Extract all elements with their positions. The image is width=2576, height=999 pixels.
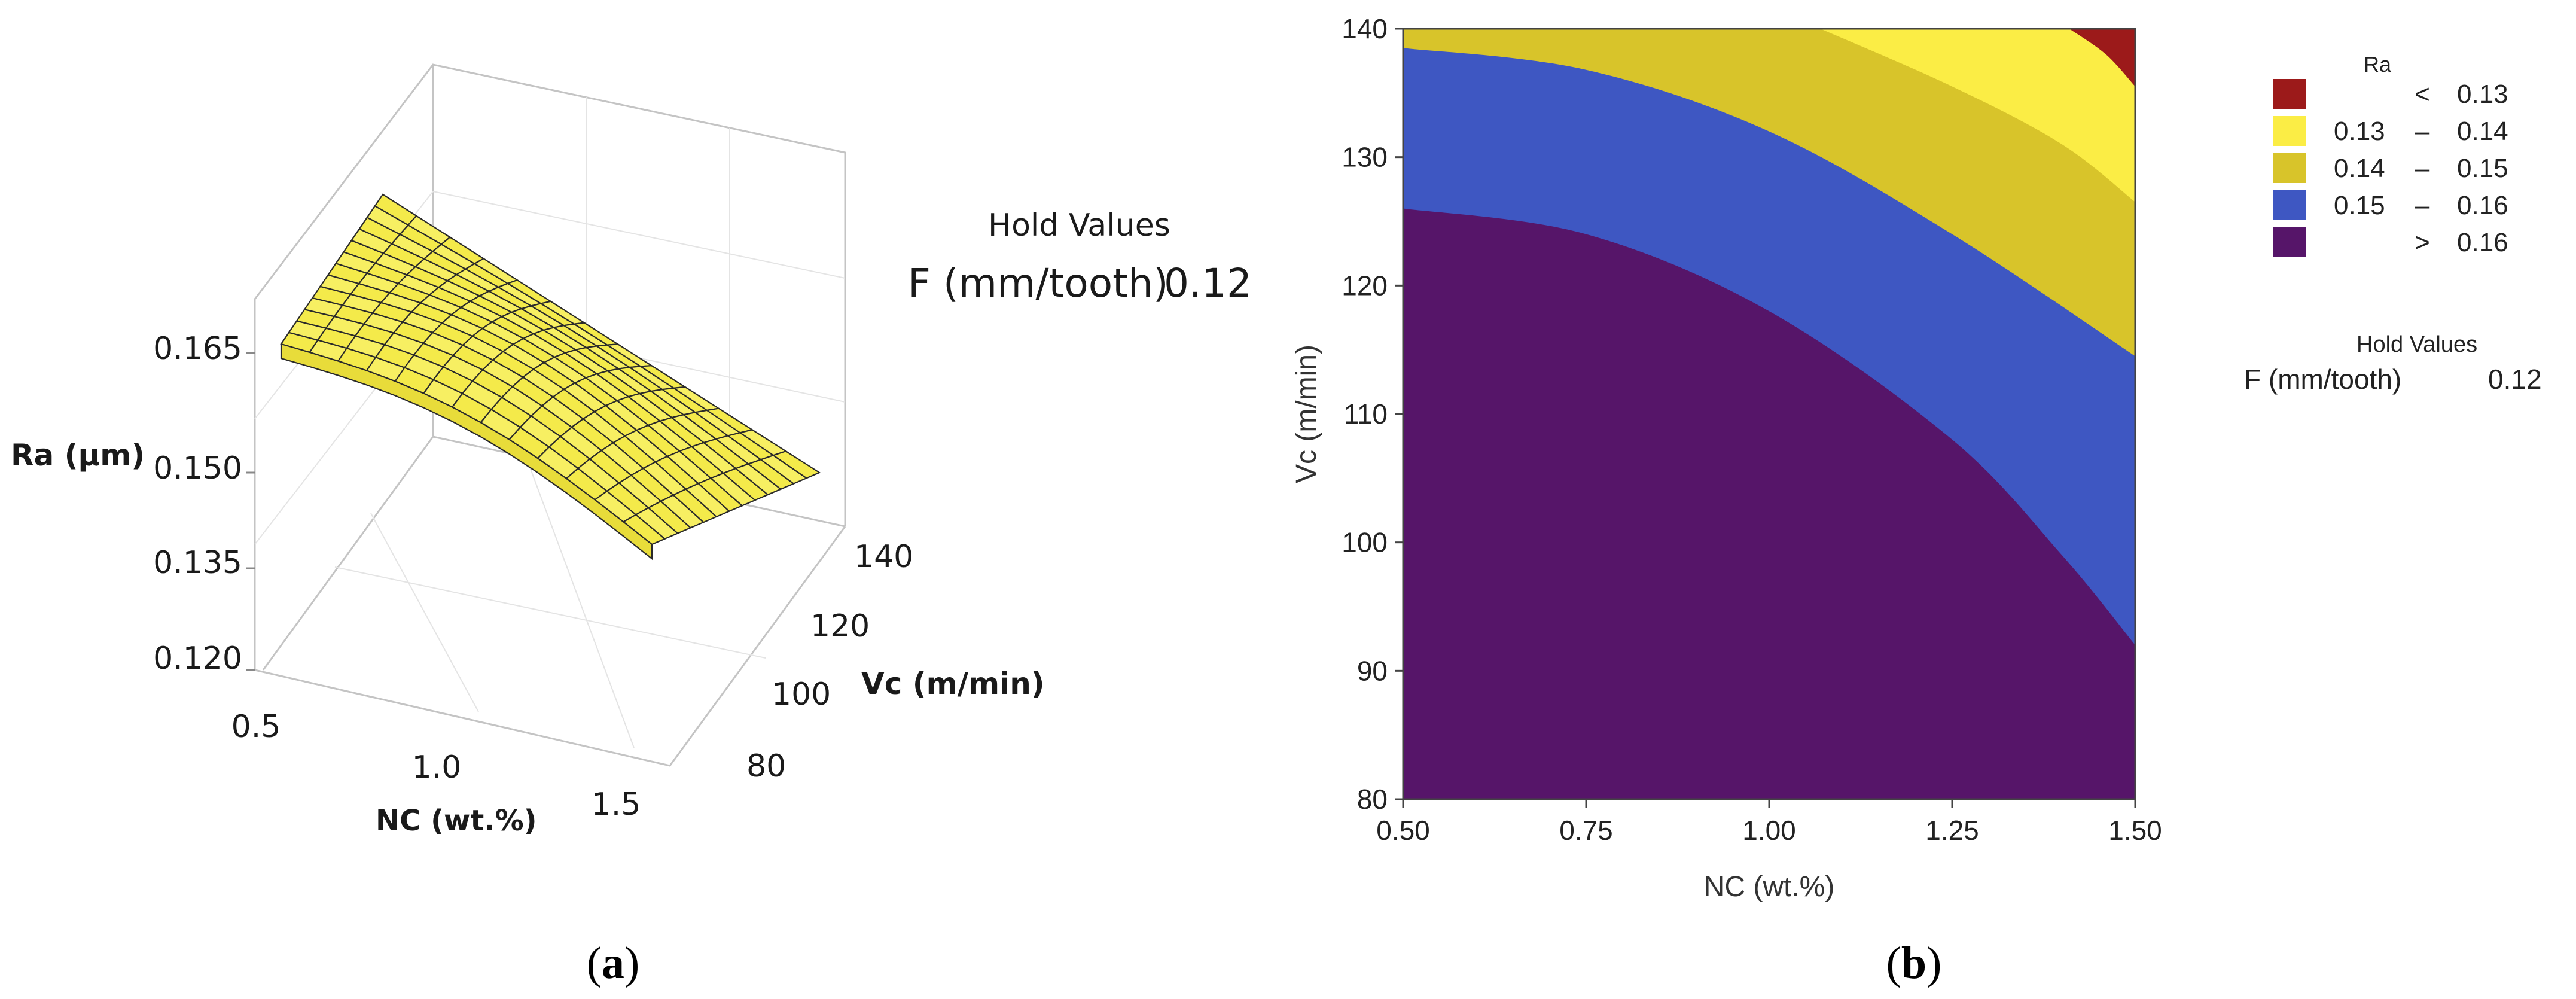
y-tick-label: 100 (1342, 527, 1388, 558)
z-axis-label: Ra (µm) (11, 438, 145, 473)
x-tick-label: 1.0 (412, 750, 462, 785)
y-tick-label: 120 (1342, 270, 1388, 301)
caption-b: (b) (1886, 938, 1942, 988)
x-tick-label: 1.00 (1742, 815, 1796, 846)
contour-plot: 0.50 0.75 1.00 1.25 1.508090100110120130140 … (1291, 13, 2542, 988)
x-axis-label: NC (wt.%) (1704, 871, 1835, 903)
surface-edge (280, 343, 653, 561)
z-tick-label: 0.165 (153, 331, 242, 367)
contour-bands (1403, 29, 2135, 799)
y-tick-label: 80 (746, 748, 786, 784)
legend-op: – (2415, 154, 2430, 183)
legend-op: – (2415, 191, 2430, 220)
legend-hi: 0.16 (2457, 191, 2508, 220)
hold-values-title: Hold Values (988, 208, 1170, 243)
contour-band-0.15 (1403, 29, 2135, 357)
y-tick-label: 130 (1342, 142, 1388, 173)
y-axis-label: Vc (m/min) (1291, 345, 1322, 483)
y-tick-label: 140 (854, 539, 913, 575)
y-axis-label: Vc (m/min) (861, 666, 1045, 701)
legend-title: Ra (2364, 52, 2392, 77)
legend-swatch (2273, 153, 2306, 183)
x-tick-label: 1.50 (2108, 815, 2162, 846)
hold-values-label: F (mm/tooth) (2244, 364, 2401, 395)
z-tick-label: 0.120 (153, 641, 242, 677)
legend-hi: 0.16 (2457, 228, 2508, 257)
z-tick-label: 0.135 (153, 545, 242, 581)
surface-grid (254, 97, 846, 748)
y-tick-label: 100 (772, 677, 831, 712)
y-tick-label: 80 (1357, 784, 1388, 815)
x-tick-label: 0.50 (1376, 815, 1430, 846)
hold-values-title: Hold Values (2356, 332, 2477, 357)
x-tick-label: 0.5 (231, 709, 281, 745)
legend-op: – (2415, 117, 2430, 146)
legend-swatch (2273, 79, 2306, 109)
surface-plot: 0.165 0.150 0.135 0.120 Ra (µm) 0.5 1.0 … (11, 63, 1252, 988)
x-tick-label: 1.25 (1925, 815, 1979, 846)
legend-lo: 0.14 (2334, 154, 2385, 183)
legend-swatch (2273, 227, 2306, 257)
legend-hi: 0.13 (2457, 80, 2508, 109)
legend-op: < (2415, 80, 2430, 109)
x-tick-label: 1.5 (592, 787, 641, 823)
y-tick-label: 140 (1342, 13, 1388, 44)
legend-lo: 0.15 (2334, 191, 2385, 220)
contour-band-0.13 (2069, 29, 2135, 87)
y-tick-label: 120 (810, 608, 870, 644)
axis-ticks: 0.50 0.75 1.00 1.25 1.50 80 90 100 110 120 130 140 (1342, 13, 2162, 846)
hold-values-value: 0.12 (2488, 364, 2542, 395)
legend-swatch (2273, 116, 2306, 146)
y-tick-label: 110 (1344, 398, 1388, 430)
legend-hi: 0.14 (2457, 117, 2508, 146)
y-tick-label: 90 (1357, 655, 1388, 686)
legend: Ra <0.130.13–0.140.14–0.150.15–0.16> 0.16… (2244, 52, 2542, 395)
response-surface (280, 193, 821, 561)
x-tick-label: 0.75 (1559, 815, 1613, 846)
contour-band-0.14 (1820, 29, 2135, 202)
surface-box-frame (254, 63, 846, 767)
surface-facet (772, 450, 821, 479)
x-axis-label: NC (wt.%) (376, 804, 537, 837)
legend-op: > (2415, 228, 2430, 257)
legend-lo: 0.13 (2334, 117, 2385, 146)
hold-values-label: F (mm/tooth) (908, 260, 1169, 306)
caption-a: (a) (587, 938, 640, 988)
z-tick-label: 0.150 (153, 450, 242, 486)
legend-hi: 0.15 (2457, 154, 2508, 183)
hold-values-value: 0.12 (1164, 260, 1252, 306)
legend-swatch (2273, 190, 2306, 220)
